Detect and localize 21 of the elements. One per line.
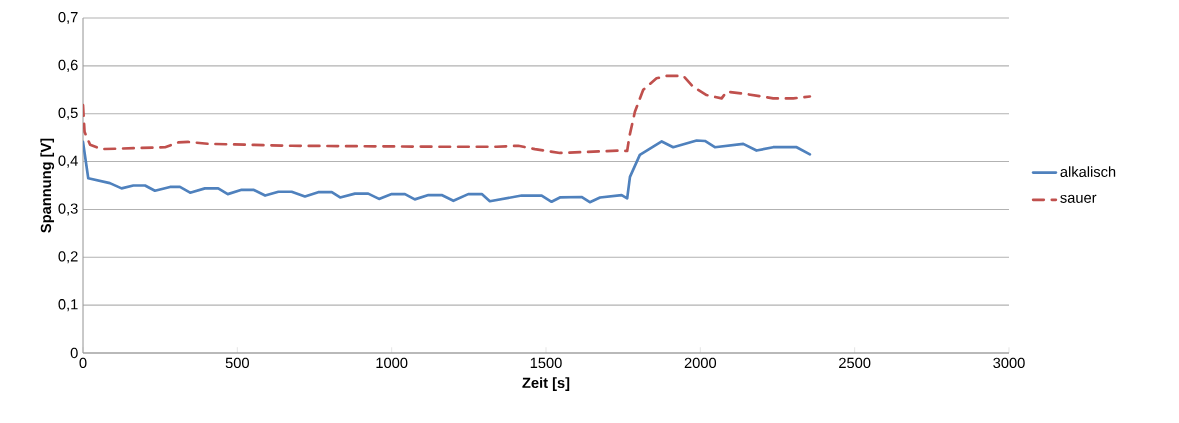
y-tick-label: 0,1 — [58, 299, 78, 312]
legend-label: sauer — [1060, 194, 1097, 203]
x-axis-title: Zeit [s] — [522, 377, 570, 391]
line-series — [83, 139, 812, 204]
x-tick-label: 1000 — [376, 357, 408, 369]
x-tick-label: 0 — [79, 357, 87, 369]
y-tick-label: 0,7 — [58, 11, 78, 25]
y-tick-label: 0,2 — [58, 251, 78, 264]
x-tick-label: 2000 — [684, 357, 717, 369]
y-tick-label: 0,6 — [58, 59, 78, 72]
x-tick-label: 3000 — [993, 357, 1025, 369]
y-tick-label: 0,5 — [58, 107, 78, 120]
line-series — [83, 74, 812, 155]
y-tick-label: 0 — [70, 347, 78, 359]
y-tick-label: 0,4 — [58, 155, 78, 168]
y-axis-title: Spannung [V] — [40, 138, 55, 233]
x-tick-label: 1500 — [530, 357, 562, 369]
x-tick-label: 2500 — [839, 357, 871, 369]
y-tick-label: 0,3 — [58, 203, 78, 216]
x-tick-label: 500 — [225, 357, 249, 369]
legend-label: alkalisch — [1060, 166, 1116, 178]
